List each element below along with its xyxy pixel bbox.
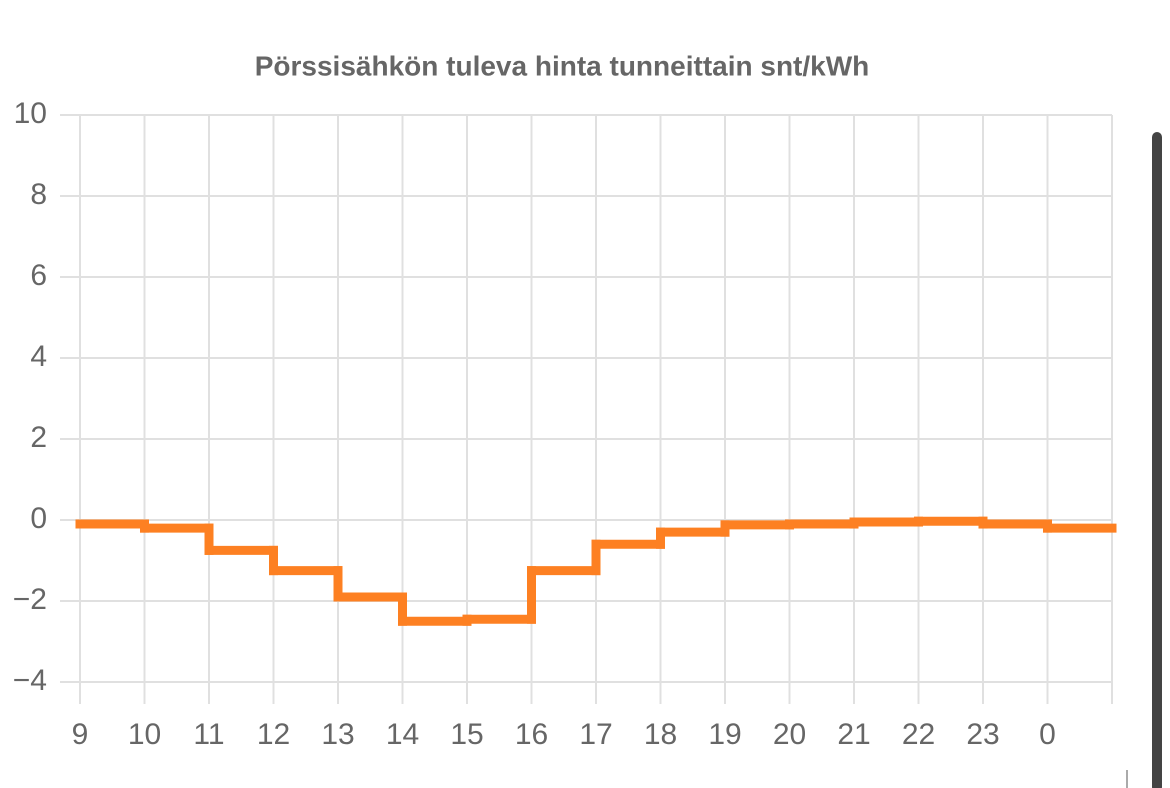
y-tick-label: 10: [14, 97, 47, 130]
x-tick-label: 9: [72, 718, 89, 751]
y-tick-label: 6: [30, 259, 47, 292]
y-tick-label: 8: [30, 178, 47, 211]
x-tick-label: 20: [773, 718, 806, 751]
x-tick-label: 14: [386, 718, 419, 751]
x-tick-label: 12: [257, 718, 290, 751]
x-tick-label: 19: [708, 718, 741, 751]
x-tick-label: 15: [450, 718, 483, 751]
x-tick-label: 11: [193, 718, 224, 751]
x-tick-label: 16: [515, 718, 548, 751]
x-tick-label: 23: [966, 718, 999, 751]
x-tick-label: 18: [644, 718, 677, 751]
y-tick-label: −4: [13, 664, 47, 697]
scrollbar[interactable]: [1152, 132, 1162, 788]
x-tick-label: 21: [837, 718, 870, 751]
chart-title: Pörssisähkön tuleva hinta tunneittain sn…: [255, 50, 870, 81]
x-tick-label: 0: [1039, 718, 1056, 751]
y-tick-label: −2: [13, 583, 47, 616]
x-tick-label: 10: [128, 718, 161, 751]
y-tick-label: 2: [30, 421, 47, 454]
x-tick-label: 22: [902, 718, 935, 751]
y-tick-label: 0: [30, 502, 47, 535]
x-tick-label: 13: [321, 718, 354, 751]
y-tick-label: 4: [30, 340, 47, 373]
x-tick-label: 17: [579, 718, 612, 751]
